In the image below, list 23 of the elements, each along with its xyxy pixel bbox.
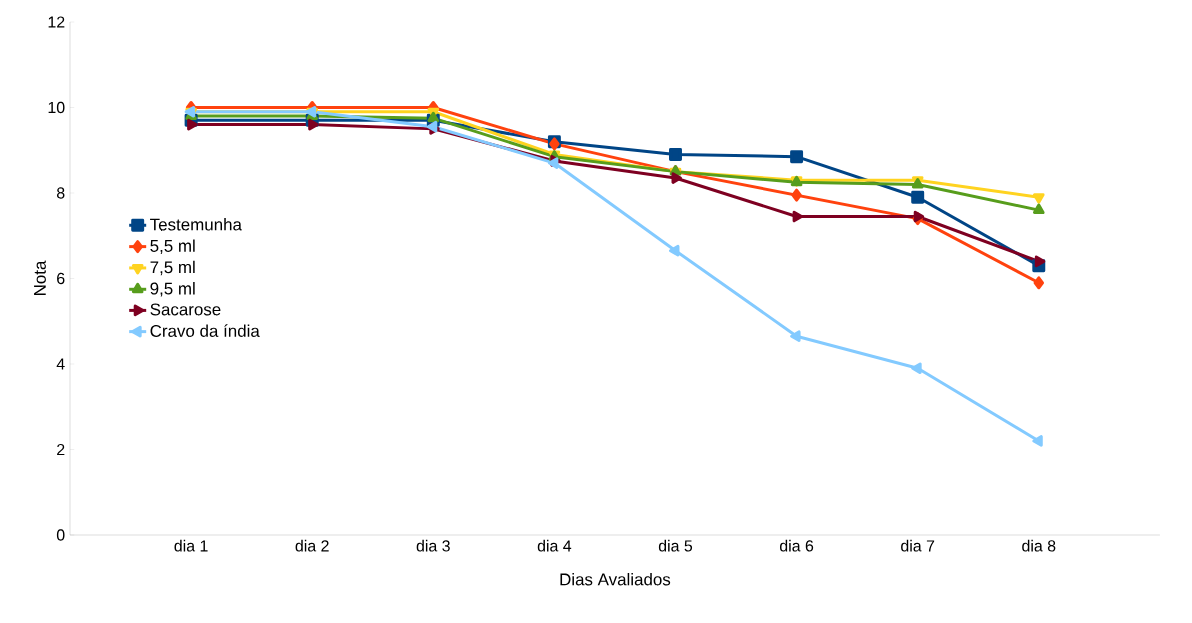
x-tick-label: dia 5 xyxy=(658,539,693,552)
y-tick-label: 6 xyxy=(57,272,65,285)
x-tick-label: dia 6 xyxy=(779,539,814,552)
legend-label: Testemunha xyxy=(150,218,242,231)
y-tick-label: 2 xyxy=(57,443,65,456)
legend-label: 7,5 ml xyxy=(150,260,195,276)
legend-label: Sacarose xyxy=(150,303,221,316)
legend-label: 9,5 ml xyxy=(150,282,195,297)
x-axis-title: Dias Avaliados xyxy=(560,573,671,586)
y-tick-label: 12 xyxy=(48,16,65,28)
x-tick-label: dia 4 xyxy=(537,539,572,552)
y-tick-label: 4 xyxy=(56,358,65,370)
legend-label: 5,5 ml xyxy=(150,239,195,254)
x-tick-label: dia 7 xyxy=(901,539,935,552)
x-tick-label: dia 2 xyxy=(295,539,329,552)
x-tick-label: dia 8 xyxy=(1022,539,1056,552)
y-axis-title: Nota xyxy=(34,260,46,295)
y-tick-label: 8 xyxy=(56,187,65,199)
y-tick-label: 10 xyxy=(48,101,65,114)
legend-label: Cravo da índia xyxy=(150,324,260,337)
x-tick-label: dia 3 xyxy=(416,539,450,552)
x-tick-label: dia 1 xyxy=(174,539,208,552)
y-tick-label: 0 xyxy=(56,529,65,541)
